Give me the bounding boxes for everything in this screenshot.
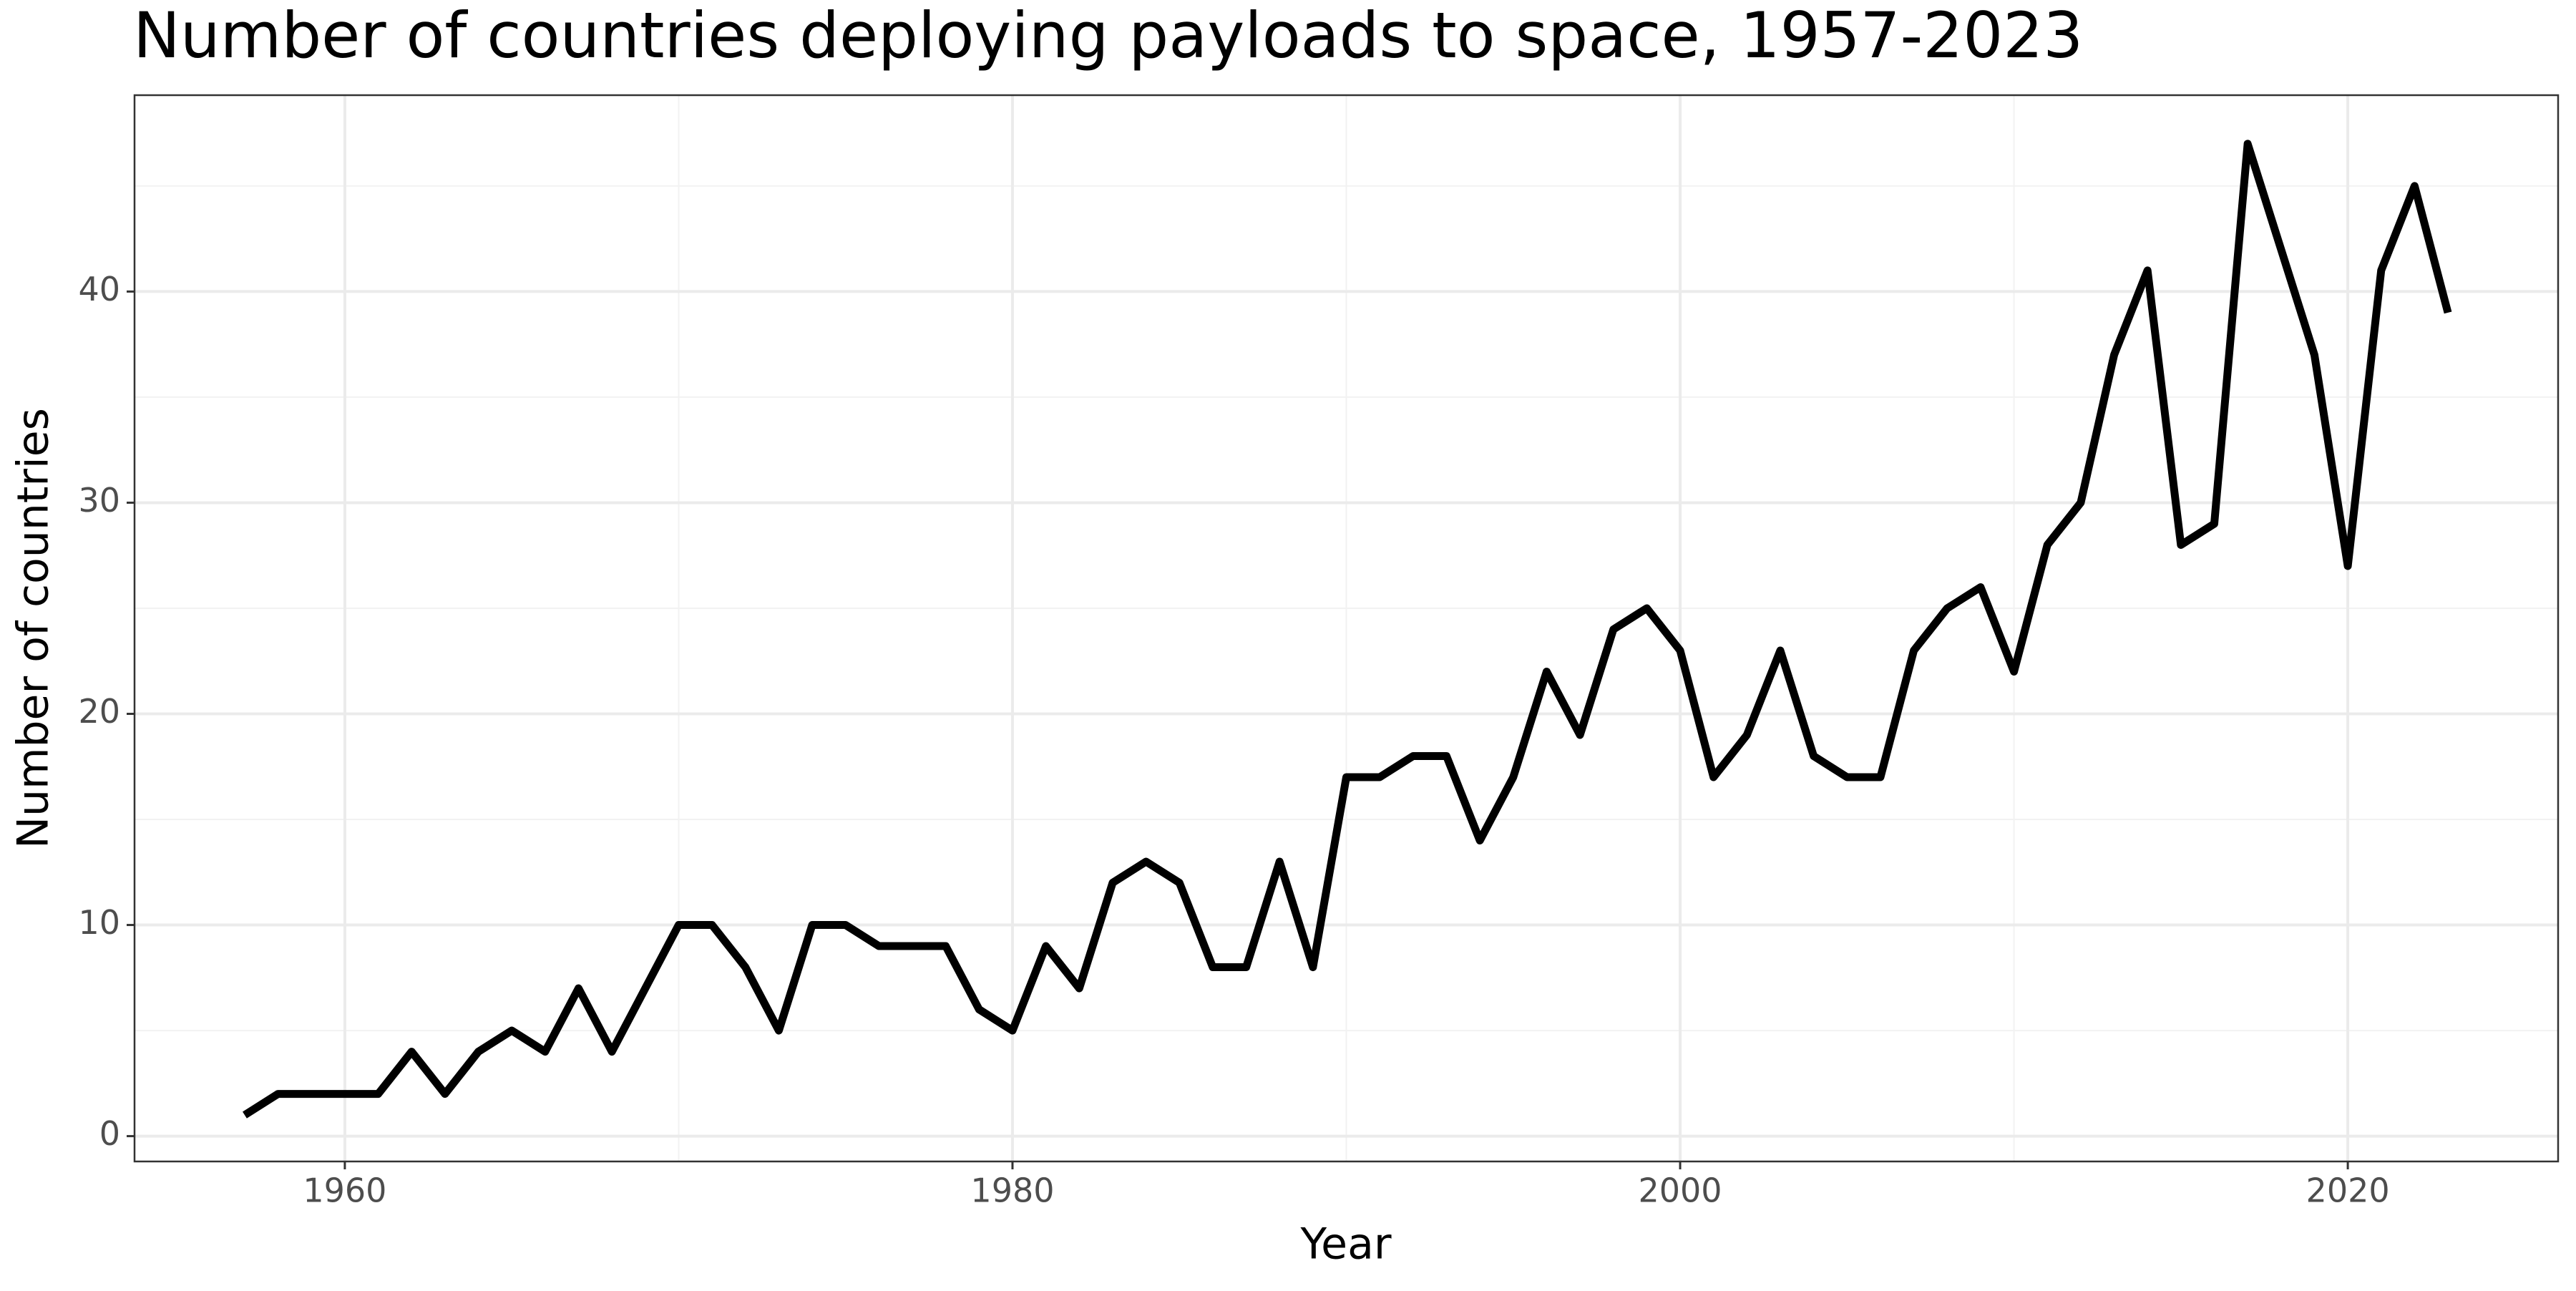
y-tick-label: 20	[78, 692, 120, 731]
x-tick-label: 2000	[1638, 1171, 1722, 1210]
y-axis-title: Number of countries	[9, 408, 59, 849]
data-line	[243, 140, 2452, 1119]
y-tick-label: 30	[78, 481, 120, 520]
y-tick-label: 40	[78, 270, 120, 308]
x-tick-label: 1960	[303, 1171, 386, 1210]
x-axis-title: Year	[1299, 1219, 1391, 1270]
y-tick-label: 10	[78, 903, 120, 942]
x-tick-label: 2020	[2306, 1171, 2390, 1210]
plot-border	[133, 94, 2560, 1163]
chart-title: Number of countries deploying payloads t…	[133, 0, 2083, 72]
x-tick-label: 1980	[970, 1171, 1054, 1210]
y-tick-label: 0	[99, 1114, 120, 1153]
